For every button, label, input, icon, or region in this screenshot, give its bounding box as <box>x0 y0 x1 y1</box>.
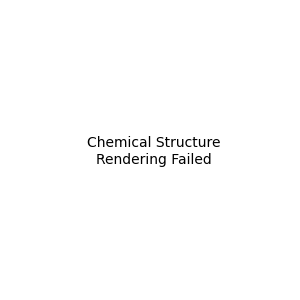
Text: Chemical Structure
Rendering Failed: Chemical Structure Rendering Failed <box>87 136 220 166</box>
